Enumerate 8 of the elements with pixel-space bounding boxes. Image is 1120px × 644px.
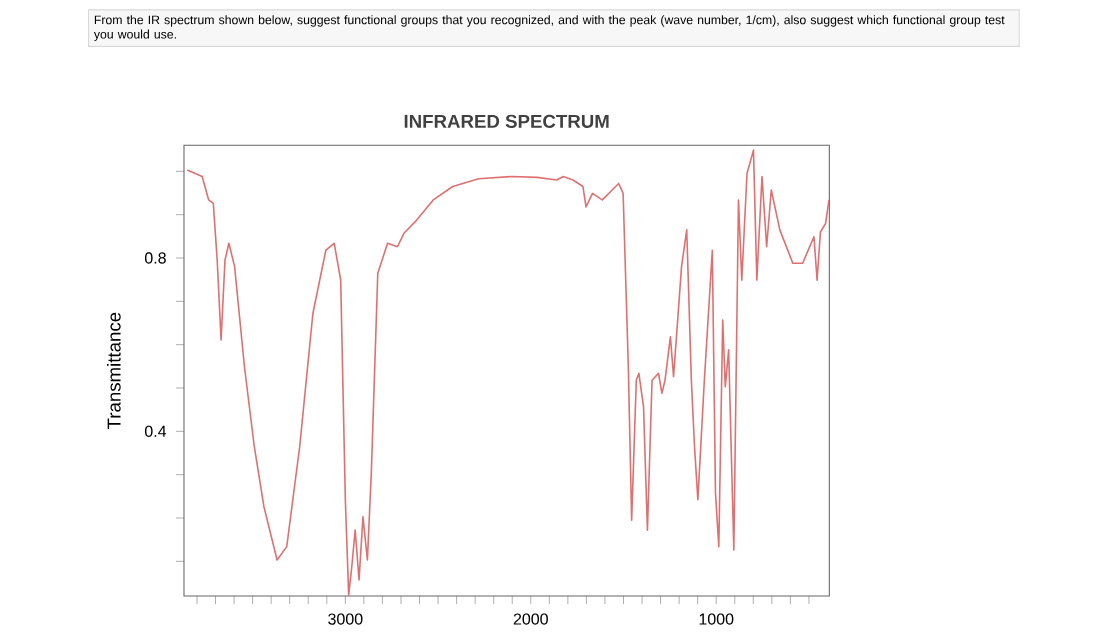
line-series <box>186 149 830 596</box>
x-tick-label: 1000 <box>699 613 734 625</box>
y-tick-label: 0.4 <box>144 425 167 438</box>
y-tick-label: 0.8 <box>144 252 166 264</box>
x-tick-label: 2000 <box>513 613 548 625</box>
y-axis-title: Transmittance <box>107 312 121 430</box>
chart-title: INFRARED SPECTRUM <box>404 114 609 128</box>
x-tick-label: 3000 <box>328 613 363 625</box>
